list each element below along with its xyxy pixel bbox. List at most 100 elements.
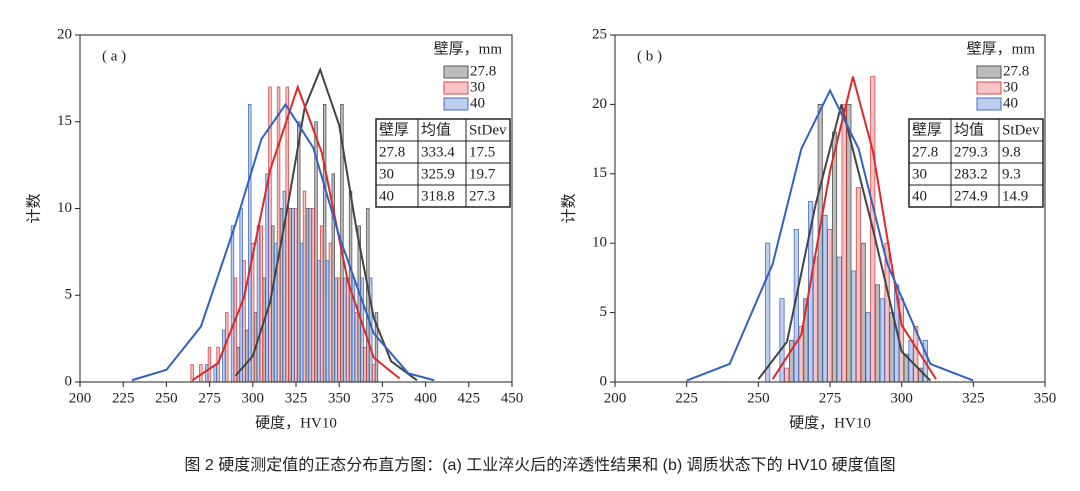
- y-axis-label: 计数: [25, 193, 42, 223]
- legend-swatch: [443, 81, 469, 95]
- table-text: 318.8: [421, 188, 455, 204]
- bar: [328, 242, 333, 383]
- table-text: 30: [379, 166, 394, 182]
- panel-label: ( a ): [102, 48, 126, 64]
- bar: [334, 277, 338, 383]
- bar: [311, 208, 315, 383]
- x-tick-label: 350: [1034, 390, 1057, 406]
- x-tick-label: 225: [112, 390, 135, 406]
- bar: [831, 131, 838, 383]
- bar: [874, 284, 881, 383]
- bar: [860, 242, 866, 383]
- bar: [779, 298, 785, 383]
- bar: [256, 225, 261, 383]
- x-tick-label: 250: [155, 390, 178, 406]
- bar: [276, 86, 281, 383]
- bar: [299, 242, 304, 383]
- x-tick-label: 450: [501, 390, 524, 406]
- bar: [308, 208, 312, 383]
- bar: [222, 329, 226, 383]
- bar: [288, 208, 292, 383]
- bar: [259, 225, 263, 383]
- y-tick-label: 10: [592, 235, 607, 251]
- x-tick-label: 375: [371, 390, 394, 406]
- bar: [297, 121, 301, 383]
- bar: [879, 298, 885, 383]
- bar: [262, 277, 266, 383]
- bar: [812, 256, 818, 383]
- bar: [230, 225, 235, 383]
- table-text: 40: [912, 188, 927, 204]
- y-tick-label: 10: [57, 200, 72, 216]
- table-text: 27.8: [912, 144, 938, 160]
- bar: [765, 242, 771, 383]
- legend-label: 30: [470, 79, 485, 95]
- bar: [239, 208, 243, 383]
- legend-title: 壁厚，mm: [967, 40, 1036, 57]
- fit-curve: [686, 88, 974, 382]
- legend-label: 40: [1003, 95, 1018, 111]
- bar: [851, 270, 857, 383]
- x-tick-label: 225: [675, 390, 698, 406]
- y-tick-label: 5: [65, 287, 73, 303]
- legend-swatch: [976, 81, 1002, 95]
- table-text: 壁厚: [379, 121, 409, 138]
- bar: [836, 256, 842, 383]
- x-tick-label: 250: [747, 390, 770, 406]
- fit-curve: [771, 76, 937, 380]
- bar: [784, 367, 790, 383]
- table-text: 325.9: [421, 166, 455, 182]
- bar: [822, 215, 828, 383]
- bar: [322, 104, 327, 383]
- bar: [302, 190, 307, 383]
- bar: [317, 260, 321, 383]
- y-axis-label: 计数: [560, 193, 577, 223]
- legend-swatch: [976, 65, 1002, 79]
- table-text: 9.8: [1002, 144, 1021, 160]
- table-text: 283.2: [954, 166, 988, 182]
- legend-label: 40: [470, 95, 485, 111]
- fit-curve: [191, 84, 401, 382]
- bar: [345, 277, 350, 383]
- bar: [233, 277, 238, 383]
- bar: [841, 104, 847, 383]
- y-tick-label: 20: [592, 96, 607, 112]
- x-tick-label: 300: [890, 390, 913, 406]
- table-text: 19.7: [469, 166, 496, 182]
- fit-curve: [757, 104, 932, 382]
- x-axis-label: 硬度，HV10: [789, 414, 871, 431]
- x-tick-label: 425: [458, 390, 481, 406]
- table-text: StDev: [469, 122, 507, 138]
- y-tick-label: 0: [600, 373, 608, 389]
- bar: [248, 104, 252, 383]
- bar: [343, 277, 347, 383]
- bar: [204, 364, 209, 383]
- bar: [320, 225, 324, 383]
- legend-label: 27.8: [1003, 63, 1029, 79]
- fit-curve: [234, 66, 418, 382]
- table-text: 27.8: [379, 144, 405, 160]
- panel-label: ( b ): [637, 48, 662, 64]
- table-cell: [998, 184, 1044, 208]
- table-text: 40: [379, 188, 394, 204]
- y-tick-label: 5: [600, 304, 608, 320]
- x-tick-label: 325: [285, 390, 308, 406]
- caption: 图 2 硬度测定值的正态分布直方图：(a) 工业淬火后的淬透性结果和 (b) 调…: [184, 456, 895, 474]
- y-tick-label: 15: [592, 165, 607, 181]
- table-text: 333.4: [421, 144, 455, 160]
- bar: [865, 312, 871, 383]
- y-tick-label: 15: [57, 113, 72, 129]
- legend-swatch: [443, 97, 469, 111]
- bar: [245, 329, 249, 383]
- table-text: 30: [912, 166, 927, 182]
- legend-swatch: [976, 97, 1002, 111]
- bar: [846, 104, 852, 383]
- x-tick-label: 200: [604, 390, 627, 406]
- bar: [236, 346, 240, 383]
- legend-swatch: [443, 65, 469, 79]
- x-tick-label: 200: [69, 390, 92, 406]
- bar: [213, 364, 217, 383]
- table-text: 27.3: [469, 188, 495, 204]
- bar: [325, 260, 330, 383]
